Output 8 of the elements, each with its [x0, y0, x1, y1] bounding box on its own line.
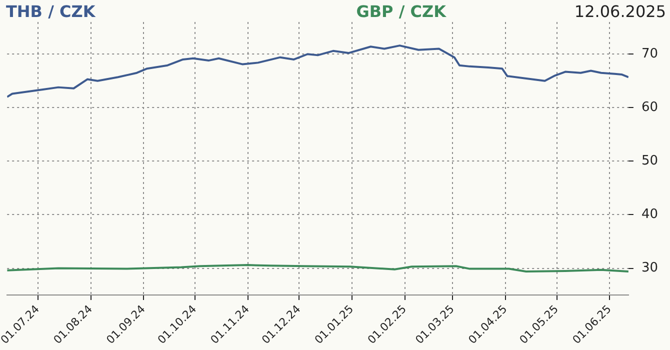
text: THB / CZK	[6, 2, 96, 22]
text: GBP / CZK	[356, 2, 446, 22]
y-tick-label: 60	[641, 100, 658, 116]
y-tick-label: 30	[641, 260, 658, 276]
y-tick-label: 50	[641, 154, 658, 169]
text: 12.06.2025	[574, 2, 666, 21]
y-tick-label: 40	[641, 207, 658, 222]
y-tick-label: 70	[641, 46, 658, 62]
